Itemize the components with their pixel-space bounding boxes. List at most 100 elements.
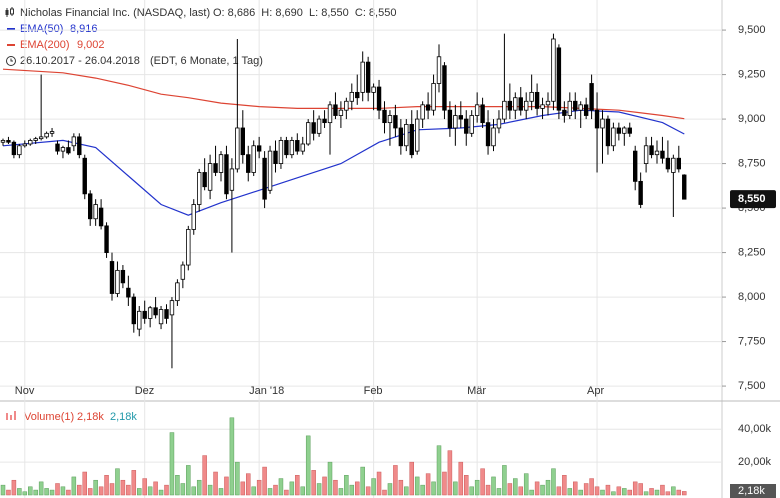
candle-body bbox=[246, 154, 251, 173]
candle-body bbox=[295, 140, 300, 152]
volume-bar bbox=[218, 488, 224, 496]
last-price-box bbox=[730, 190, 776, 209]
volume-bar bbox=[115, 468, 120, 496]
volume-bar bbox=[507, 483, 513, 496]
volume-bar bbox=[365, 486, 371, 496]
volume-bar bbox=[442, 471, 447, 496]
volume-bar bbox=[55, 483, 60, 496]
candle-body bbox=[284, 140, 289, 156]
candle-body bbox=[529, 91, 534, 102]
candle-body bbox=[480, 104, 485, 124]
volume-bar bbox=[545, 479, 551, 496]
candle-body bbox=[540, 104, 545, 109]
volume-bar bbox=[175, 475, 180, 496]
volume-bar bbox=[66, 489, 71, 496]
candle-body bbox=[442, 65, 447, 111]
candle-body bbox=[387, 115, 393, 124]
candle-body bbox=[638, 180, 643, 205]
volume-bar bbox=[573, 481, 578, 496]
candle-body bbox=[186, 229, 191, 266]
volume-icon bbox=[6, 413, 8, 420]
volume-bar bbox=[278, 478, 284, 496]
volume-bar bbox=[22, 491, 28, 496]
candle-body bbox=[464, 118, 469, 134]
candle-body bbox=[311, 122, 316, 134]
volume-bar bbox=[414, 476, 420, 496]
candle-body bbox=[567, 100, 572, 116]
volume-bar bbox=[164, 484, 169, 496]
volume-bar bbox=[589, 478, 594, 496]
volume-bar bbox=[196, 479, 202, 496]
candle-body bbox=[496, 118, 502, 129]
volume-bar bbox=[191, 486, 196, 496]
candle-body bbox=[218, 154, 224, 173]
volume-bar bbox=[404, 486, 409, 496]
volume-title: Volume(1) bbox=[24, 411, 74, 423]
volume-bar bbox=[11, 479, 17, 496]
volume-bar bbox=[6, 489, 11, 496]
candle-body bbox=[583, 104, 589, 116]
x-tick-label: Feb bbox=[364, 385, 383, 397]
candle-body bbox=[131, 296, 136, 325]
volume-bar bbox=[398, 479, 404, 496]
x-tick-label: Jan '18 bbox=[249, 385, 284, 397]
volume-bar bbox=[0, 484, 6, 496]
volume-bar bbox=[120, 479, 126, 496]
volume-value: 2,18k bbox=[77, 411, 104, 423]
candle-body bbox=[235, 127, 240, 170]
candle-body bbox=[33, 138, 38, 141]
volume-bar bbox=[600, 489, 605, 496]
candle-body bbox=[633, 150, 638, 182]
candle-body bbox=[49, 131, 55, 134]
candle-body bbox=[414, 118, 420, 152]
volume-bar bbox=[605, 484, 611, 496]
volume-bar bbox=[349, 484, 355, 496]
volume-bar bbox=[355, 481, 360, 496]
volume-bar bbox=[262, 466, 267, 496]
y-tick-label: 7,500 bbox=[738, 380, 766, 392]
candle-body bbox=[436, 56, 442, 84]
candle-body bbox=[545, 100, 551, 106]
y-tick-label: 9,250 bbox=[738, 68, 766, 80]
volume-bar bbox=[93, 479, 98, 496]
candle-body bbox=[627, 127, 632, 134]
candle-body bbox=[17, 145, 22, 156]
candle-body bbox=[474, 104, 480, 116]
volume-bar bbox=[654, 489, 660, 496]
candle-body bbox=[229, 168, 235, 191]
candle-body bbox=[316, 118, 322, 134]
volume-bar bbox=[126, 484, 131, 496]
volume-bar bbox=[305, 435, 311, 496]
last-price-label: 8,550 bbox=[738, 193, 766, 205]
candle-body bbox=[196, 172, 202, 205]
candle-body bbox=[660, 150, 665, 159]
candle-body bbox=[289, 140, 295, 156]
candle-body bbox=[573, 100, 578, 111]
volume-bar bbox=[316, 483, 322, 496]
candle-body bbox=[398, 127, 404, 147]
volume-bar bbox=[300, 486, 305, 496]
volume-bar bbox=[578, 489, 583, 496]
volume-bar bbox=[109, 483, 115, 496]
candle-body bbox=[164, 309, 169, 319]
candle-body bbox=[28, 140, 33, 145]
candle-body bbox=[175, 282, 180, 302]
volume-bar bbox=[137, 488, 142, 496]
candle-body bbox=[109, 261, 115, 294]
volume-bar bbox=[491, 476, 496, 496]
volume-bar bbox=[153, 481, 158, 496]
candle-body bbox=[278, 140, 284, 164]
volume-bar bbox=[338, 488, 344, 496]
candle-body bbox=[551, 38, 556, 102]
volume-bar bbox=[77, 484, 82, 496]
volume-bar bbox=[360, 466, 365, 496]
y-tick-label: 40,00k bbox=[738, 423, 772, 435]
candle-body bbox=[327, 104, 333, 124]
volume-bar bbox=[158, 489, 164, 496]
candle-body bbox=[382, 109, 387, 124]
volume-bar bbox=[632, 481, 638, 496]
clock-icon bbox=[6, 56, 16, 66]
candle-body bbox=[622, 127, 627, 134]
volume-bar bbox=[147, 486, 153, 496]
volume-bar bbox=[98, 486, 104, 496]
